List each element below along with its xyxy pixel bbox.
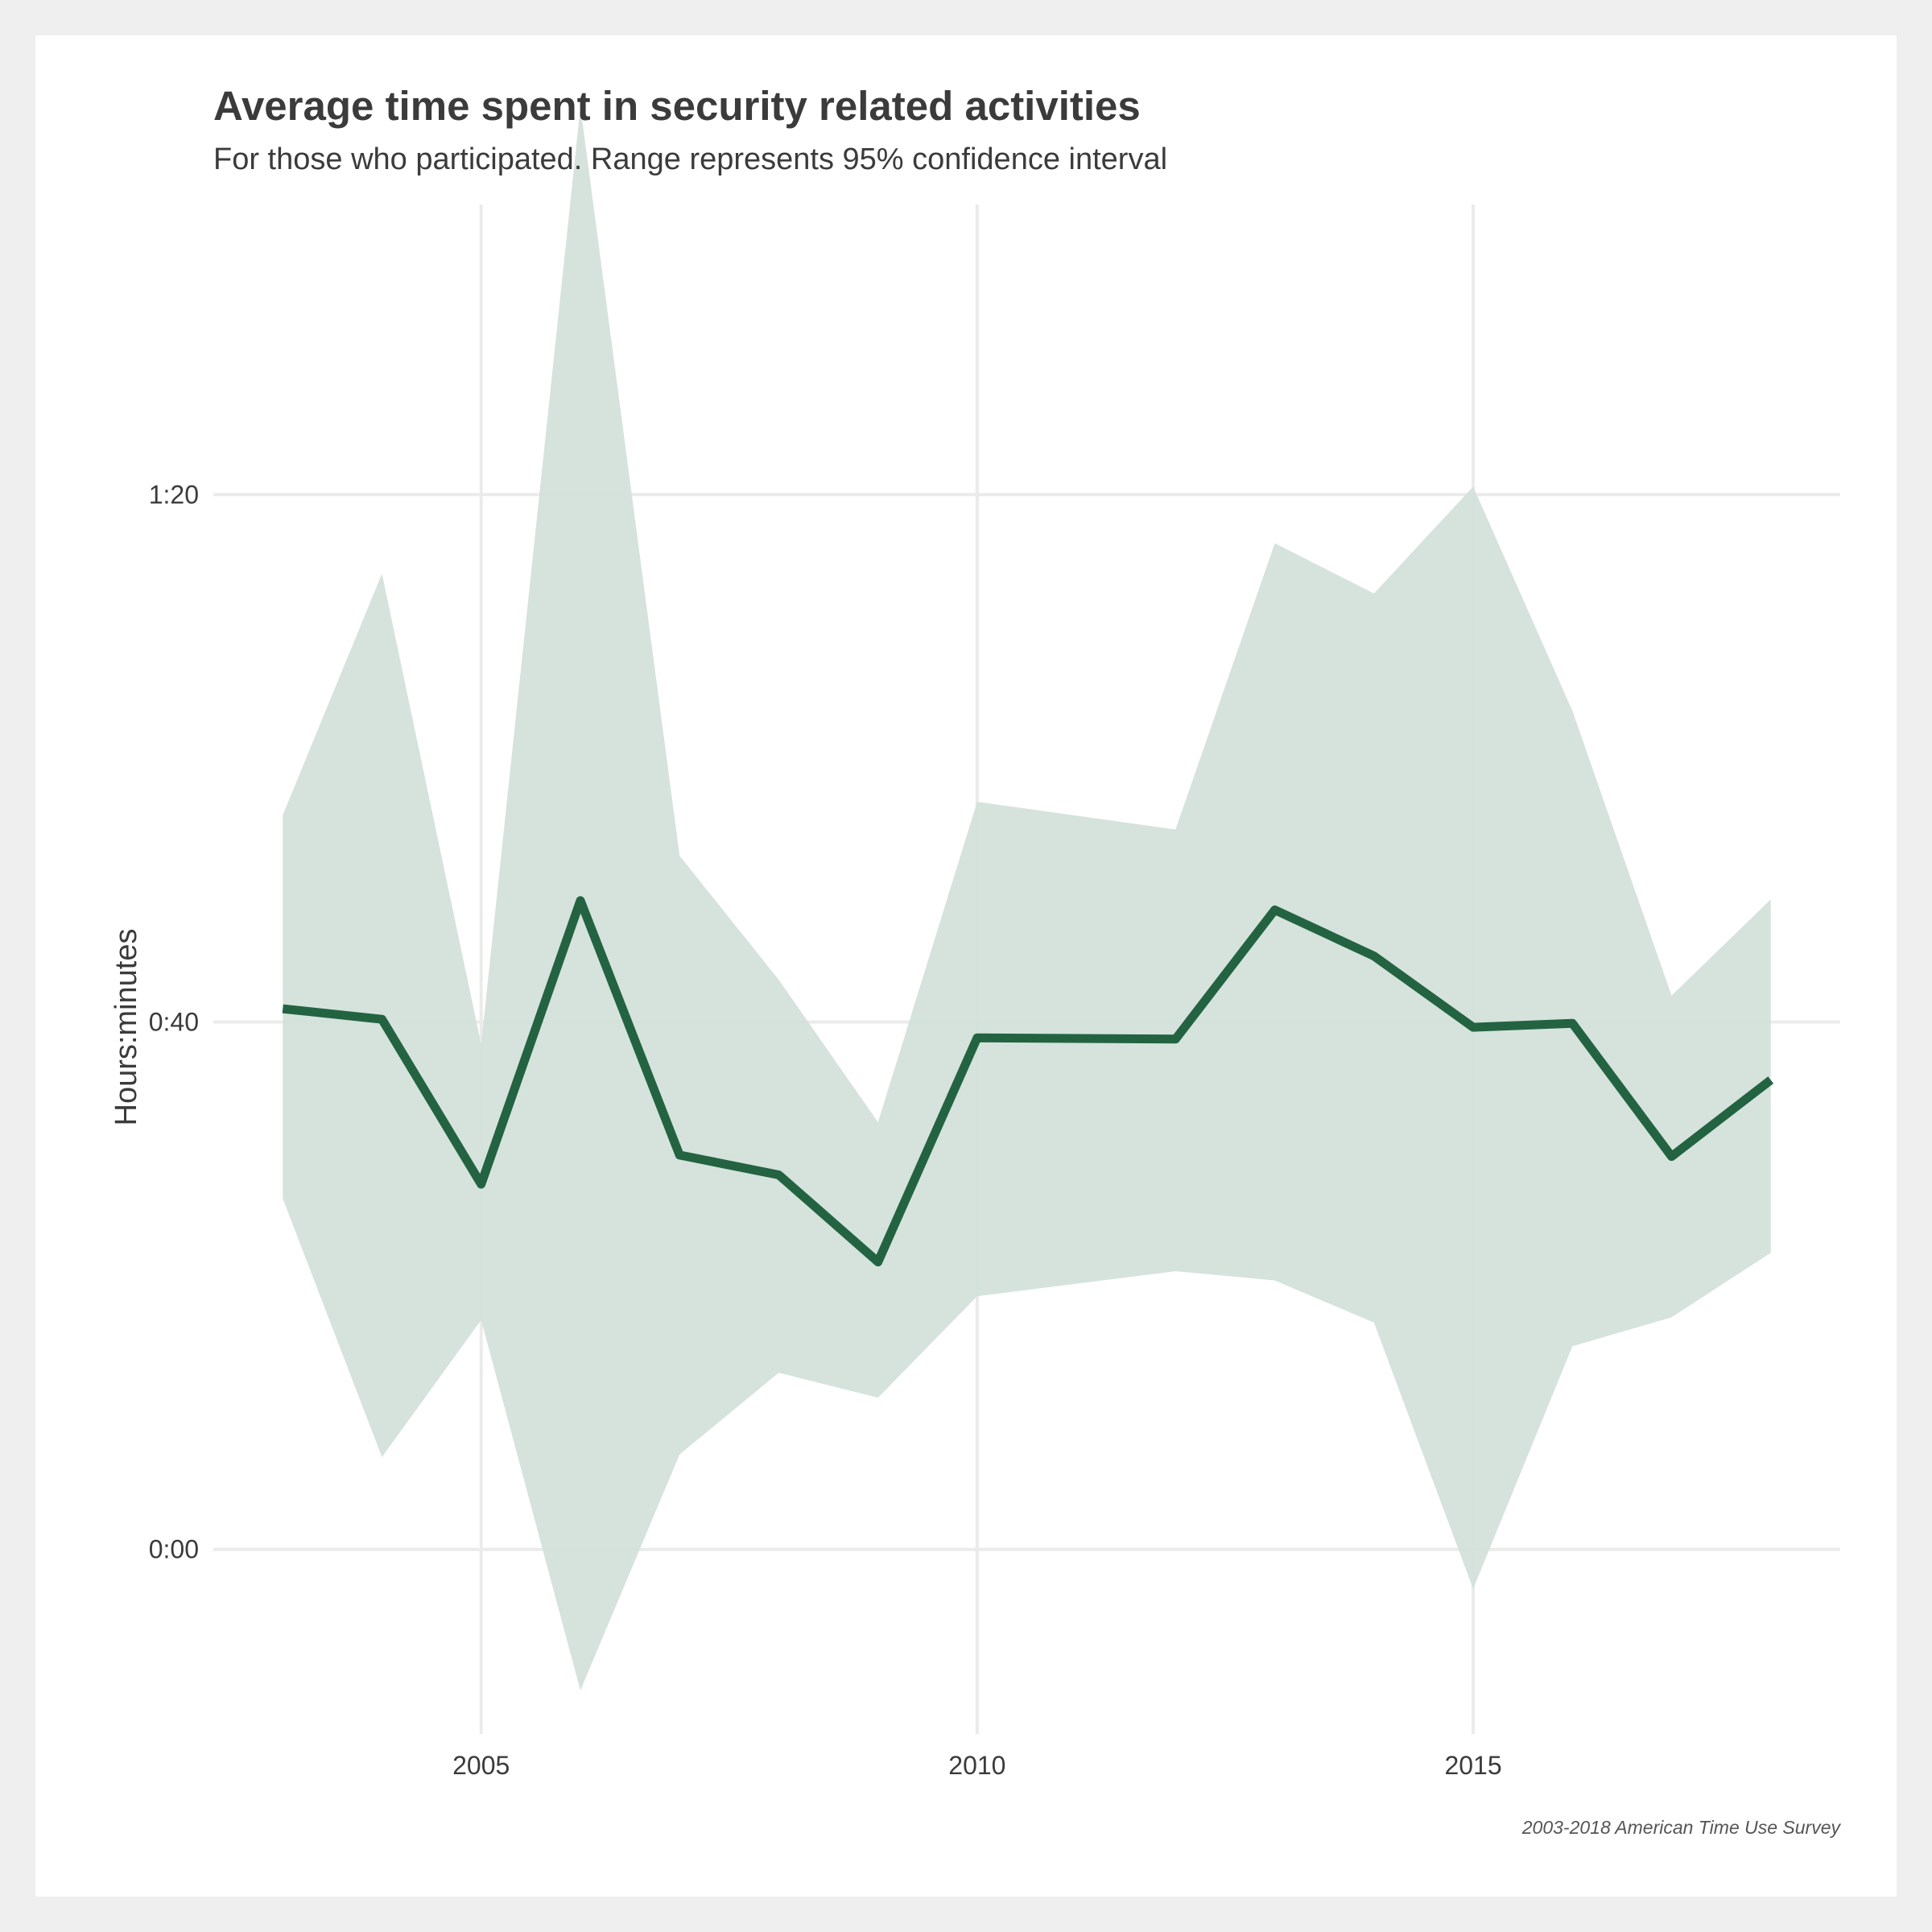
line-layer [282, 896, 1774, 1267]
line-chart: 0:00 0:40 1:20 2005 2010 2015 Average time sp… [109, 83, 1842, 1838]
y-tick-label: 0:00 [149, 1535, 199, 1564]
chart-card: 0:00 0:40 1:20 2005 2010 2015 Average time sp… [35, 35, 1897, 1897]
tick-label-layer: 0:00 0:40 1:20 2005 2010 2015 [149, 480, 1502, 1780]
chart-caption: 2003-2018 American Time Use Survey [1521, 1817, 1842, 1838]
x-tick-label: 2010 [948, 1751, 1005, 1780]
x-tick-label: 2005 [452, 1751, 510, 1780]
x-tick-label: 2015 [1444, 1751, 1501, 1780]
confidence-band-layer [283, 106, 1771, 1690]
chart-subtitle: For those who participated. Range repres… [213, 142, 1167, 176]
y-tick-label: 1:20 [149, 480, 199, 509]
series-line [282, 896, 1774, 1267]
y-tick-label: 0:40 [149, 1008, 199, 1037]
chart-title: Average time spent in security related a… [213, 83, 1141, 129]
confidence-band [283, 106, 1771, 1690]
y-axis-label: Hours:minutes [109, 929, 143, 1126]
